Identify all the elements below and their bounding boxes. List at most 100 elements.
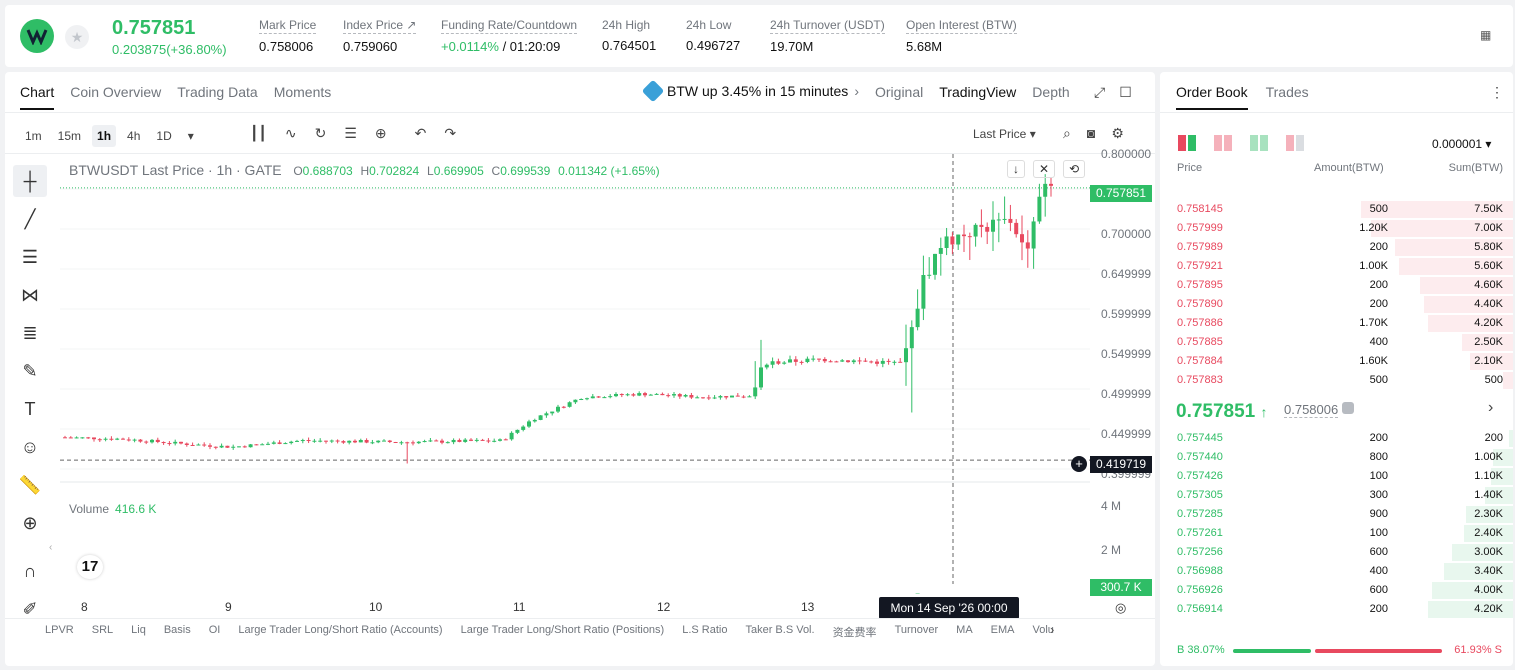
candle-body (921, 275, 926, 309)
view-original[interactable]: Original (875, 84, 924, 100)
view-tradingview[interactable]: TradingView (939, 84, 1017, 100)
candle-body (416, 441, 421, 444)
refresh-icon[interactable]: ↻ (314, 125, 327, 141)
brush-icon[interactable]: ✎ (22, 360, 38, 381)
indicator-3[interactable]: Basis (163, 624, 191, 636)
candle-type-icon[interactable]: ┃┃ (250, 125, 267, 141)
add-alert-icon[interactable]: + (1071, 456, 1087, 472)
ask-row[interactable]: 0.757886 1.70K 4.20K (1160, 314, 1513, 333)
search-icon[interactable]: ⌕ (1063, 125, 1071, 141)
interval-4h[interactable]: 4h (127, 129, 141, 143)
tab-trading-data[interactable]: Trading Data (177, 84, 258, 100)
magnet-icon[interactable]: ∩ (23, 560, 37, 581)
candle-body (103, 438, 108, 440)
indicator-6[interactable]: Large Trader Long/Short Ratio (Positions… (460, 624, 665, 636)
emoji-icon[interactable]: ☺ (20, 436, 40, 457)
ask-row[interactable]: 0.757895 200 4.60K (1160, 276, 1513, 295)
ask-row[interactable]: 0.757885 400 2.50K (1160, 333, 1513, 352)
ask-row[interactable]: 0.757999 1.20K 7.00K (1160, 219, 1513, 238)
precision-select[interactable]: 0.000001 ▾ (1432, 137, 1492, 151)
book-icon[interactable]: ▦ (1480, 28, 1492, 42)
tab-moments[interactable]: Moments (273, 84, 332, 100)
indicator-10[interactable]: Turnover (894, 624, 939, 636)
camera-icon[interactable]: ◙ (1086, 125, 1096, 141)
indicator-5[interactable]: Large Trader Long/Short Ratio (Accounts) (238, 624, 443, 636)
layout-split-icon[interactable] (1286, 135, 1304, 151)
candlestick-chart[interactable] (60, 154, 1150, 594)
stat-value: 0.496727 (686, 38, 741, 53)
indicator-7[interactable]: L.S Ratio (682, 624, 728, 636)
gear-icon[interactable]: ⚙ (1111, 125, 1124, 141)
layout-both-icon[interactable] (1178, 135, 1196, 151)
ask-row[interactable]: 0.757921 1.00K 5.60K (1160, 257, 1513, 276)
fib-icon[interactable]: ≣ (22, 322, 38, 343)
indicator-0[interactable]: LPVR (45, 624, 74, 636)
ask-row[interactable]: 0.757989 200 5.80K (1160, 238, 1513, 257)
ruler-icon[interactable]: 📏 (18, 474, 42, 495)
tab-trades[interactable]: Trades (1265, 84, 1309, 100)
collapse-toolbar-icon[interactable]: ‹ (49, 542, 53, 553)
chevron-right-icon[interactable]: › (1050, 622, 1055, 637)
ask-row[interactable]: 0.757890 200 4.40K (1160, 295, 1513, 314)
indicator-8[interactable]: Taker B.S Vol. (745, 624, 815, 636)
horizontal-lines-icon[interactable]: ☰ (21, 246, 39, 267)
interval-1d[interactable]: 1D (156, 129, 172, 143)
bid-row[interactable]: 0.757445 200 200 (1160, 429, 1513, 448)
tab-chart[interactable]: Chart (20, 84, 55, 110)
bid-row[interactable]: 0.757305 300 1.40K (1160, 486, 1513, 505)
interval-1h[interactable]: 1h (92, 125, 117, 147)
fullscreen-icon[interactable]: ⟲ (1063, 160, 1086, 178)
indicator-4[interactable]: OI (208, 624, 221, 636)
bid-row[interactable]: 0.756988 400 3.40K (1160, 562, 1513, 581)
template-icon[interactable]: ☰ (344, 125, 357, 141)
zoom-in-icon[interactable]: ⊕ (22, 512, 38, 533)
ask-row[interactable]: 0.757884 1.60K 2.10K (1160, 352, 1513, 371)
trendline-icon[interactable]: ╱ (24, 208, 36, 229)
stat-open-interest: Open Interest (BTW) 5.68M (906, 18, 1017, 54)
expand-icon[interactable]: ⤢ (1094, 84, 1106, 100)
indicator-2[interactable]: Liq (131, 624, 146, 636)
bid-row[interactable]: 0.757426 100 1.10K (1160, 467, 1513, 486)
pencil-lock-icon[interactable]: ✐ (22, 598, 38, 619)
indicator-icon[interactable]: ∿ (284, 125, 297, 141)
redo-icon[interactable]: ↷ (444, 125, 457, 141)
add-indicator-icon[interactable]: ⊕ (374, 125, 387, 141)
depth-bar (1492, 449, 1513, 466)
price-alert-banner[interactable]: BTW up 3.45% in 15 minutes › (641, 79, 859, 103)
price-type-select[interactable]: Last Price ▾ (973, 127, 1036, 141)
axis-settings-icon[interactable]: ◎ (1115, 600, 1127, 615)
text-icon[interactable]: T (24, 398, 36, 419)
indicator-1[interactable]: SRL (91, 624, 114, 636)
layout-bids-icon[interactable] (1250, 135, 1268, 151)
chevron-right-icon[interactable]: › (1488, 399, 1494, 416)
view-depth[interactable]: Depth (1032, 84, 1070, 100)
collapse-icon[interactable]: ✕ (1033, 160, 1056, 178)
favorite-star-icon[interactable]: ★ (65, 25, 89, 49)
indicator-11[interactable]: MA (956, 624, 973, 636)
bid-row[interactable]: 0.757256 600 3.00K (1160, 543, 1513, 562)
pattern-icon[interactable]: ⋈ (21, 284, 39, 305)
bid-row[interactable]: 0.757261 100 2.40K (1160, 524, 1513, 543)
ask-row[interactable]: 0.757883 500 500 (1160, 371, 1513, 390)
interval-15m[interactable]: 15m (57, 129, 82, 143)
indicator-13[interactable]: Volu (1032, 624, 1054, 636)
chevron-down-icon[interactable]: ▾ (187, 129, 194, 143)
layout-asks-icon[interactable] (1214, 135, 1232, 151)
book-tabs: Order Book Trades (1176, 84, 1309, 110)
window-icon[interactable]: ☐ (1119, 84, 1132, 100)
bid-row[interactable]: 0.757440 800 1.00K (1160, 448, 1513, 467)
indicator-9[interactable]: 资金费率 (832, 627, 877, 639)
crosshair-icon[interactable]: ┼ (13, 165, 47, 197)
stat-index-price[interactable]: Index Price ↗ 0.759060 (343, 18, 417, 54)
undo-icon[interactable]: ↶ (414, 125, 427, 141)
tab-coin-overview[interactable]: Coin Overview (70, 84, 162, 100)
more-options-icon[interactable]: ⋮ (1490, 84, 1504, 100)
arrow-down-icon[interactable]: ↓ (1007, 160, 1025, 178)
bid-row[interactable]: 0.757285 900 2.30K (1160, 505, 1513, 524)
interval-1m[interactable]: 1m (25, 129, 42, 143)
indicator-12[interactable]: EMA (990, 624, 1015, 636)
tab-order-book[interactable]: Order Book (1176, 84, 1248, 110)
bid-row[interactable]: 0.756914 200 4.20K (1160, 600, 1513, 619)
ask-row[interactable]: 0.758145 500 7.50K (1160, 200, 1513, 219)
bid-row[interactable]: 0.756926 600 4.00K (1160, 581, 1513, 600)
